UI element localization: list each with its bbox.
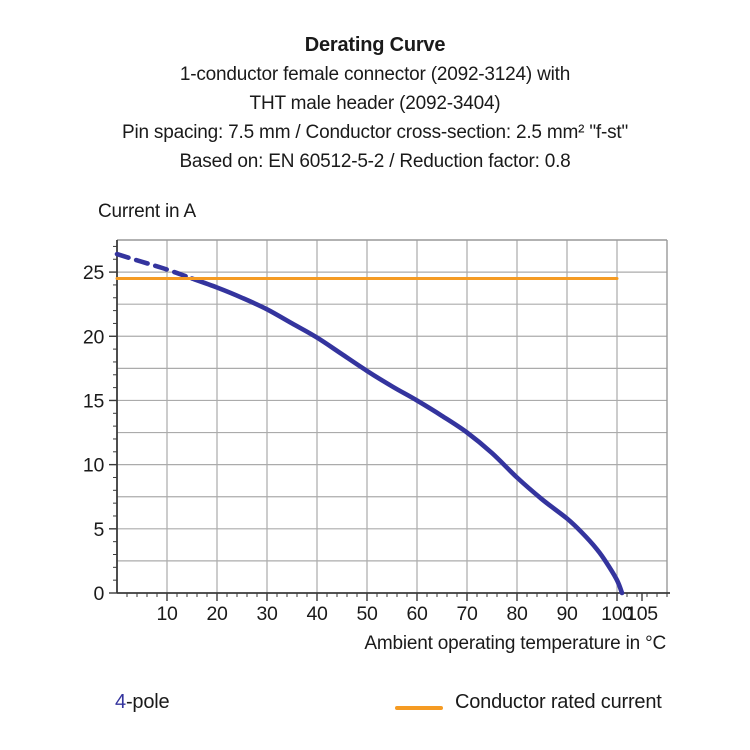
x-tick-label: 40 bbox=[306, 603, 328, 625]
derating-curve-solid bbox=[189, 276, 625, 596]
y-tick-label: 25 bbox=[83, 262, 105, 284]
derating-curve-dashed bbox=[114, 251, 195, 281]
legend-rated-current-label: Conductor rated current bbox=[455, 691, 662, 713]
y-tick-label: 0 bbox=[93, 583, 104, 605]
y-tick-label: 5 bbox=[93, 519, 104, 541]
x-tick-label: 80 bbox=[506, 603, 528, 625]
x-tick-label: 10 bbox=[156, 603, 178, 625]
y-tick-label: 20 bbox=[83, 326, 105, 348]
x-tick-label: 105 bbox=[626, 603, 658, 625]
chart-title-block: Derating Curve 1-conductor female connec… bbox=[0, 31, 750, 176]
chart-title: Derating Curve bbox=[304, 34, 446, 56]
x-tick-label: 70 bbox=[456, 603, 478, 625]
x-tick-label: 90 bbox=[556, 603, 578, 625]
legend-series-label: 4-pole bbox=[115, 691, 170, 714]
x-axis-title: Ambient operating temperature in °C bbox=[364, 633, 666, 654]
legend-pole-count: 4 bbox=[115, 691, 126, 713]
legend-rated-current-swatch bbox=[395, 706, 443, 710]
chart-subtitle-standard: Based on: EN 60512-5-2 / Reduction facto… bbox=[179, 151, 571, 172]
x-tick-label: 60 bbox=[406, 603, 428, 625]
x-tick-label: 30 bbox=[256, 603, 278, 625]
chart-subtitle-spacing: Pin spacing: 7.5 mm / Conductor cross-se… bbox=[121, 122, 628, 143]
x-tick-label: 100 bbox=[601, 603, 633, 625]
chart-subtitle-connector: 1-conductor female connector (2092-3124)… bbox=[179, 64, 571, 85]
legend-pole-suffix: -pole bbox=[125, 691, 170, 713]
x-tick-label: 20 bbox=[206, 603, 228, 625]
x-tick-label: 50 bbox=[356, 603, 378, 625]
y-tick-label: 10 bbox=[83, 455, 105, 477]
y-axis-title: Current in A bbox=[98, 201, 196, 222]
y-tick-label: 15 bbox=[83, 390, 105, 412]
chart-subtitle-header: THT male header (2092-3404) bbox=[249, 93, 501, 114]
